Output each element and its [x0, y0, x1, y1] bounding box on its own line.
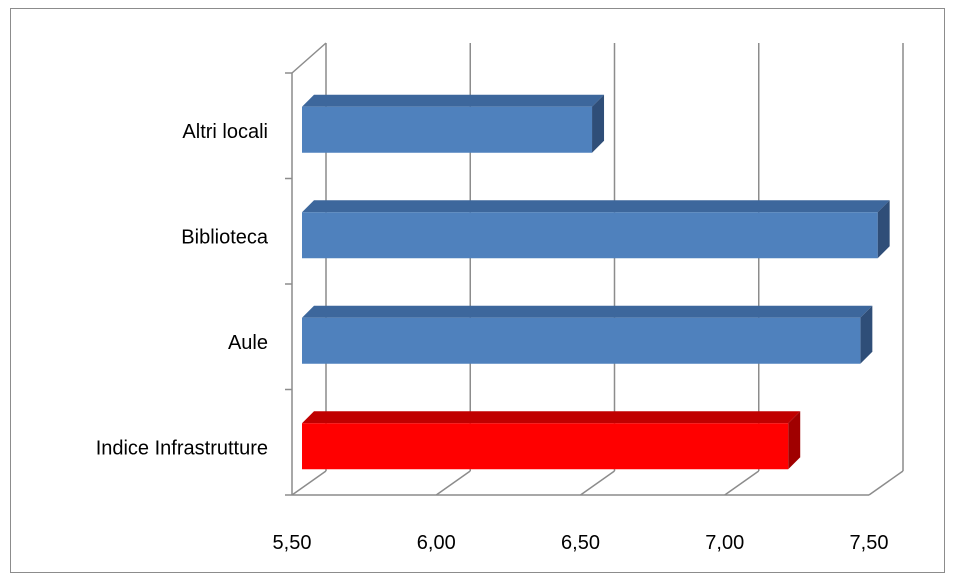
- x-tick-label-4: 7,50: [850, 532, 889, 554]
- category-label-indice-infrastrutture: Indice Infrastrutture: [96, 437, 268, 459]
- category-label-biblioteca: Biblioteca: [181, 226, 269, 248]
- bar-top-altri-locali: [302, 94, 605, 107]
- floor-line-2: [580, 470, 615, 496]
- x-tick-label-1: 6,00: [417, 532, 456, 554]
- bar-side-aule: [860, 305, 873, 364]
- x-tick-label-3: 7,00: [705, 532, 744, 554]
- y-axis-depth-line: [291, 42, 327, 74]
- bar-top-indice-infrastrutture: [302, 411, 801, 424]
- labels: 5,50 6,00 6,50 7,00 7,50 Indice Infrastruttur…: [96, 121, 889, 554]
- bar-top-biblioteca: [302, 200, 890, 213]
- bar-side-indice-infrastrutture: [788, 411, 801, 470]
- bar-biblioteca: [302, 212, 878, 259]
- bar-side-biblioteca: [877, 200, 890, 259]
- bar-indice-infrastrutture: [302, 423, 789, 470]
- bar-altri-locali: [302, 106, 593, 153]
- floor-line-1: [435, 470, 471, 496]
- floor-line-0: [291, 470, 327, 496]
- bars: [302, 94, 890, 470]
- category-label-aule: Aule: [228, 332, 268, 354]
- bar-side-altri-locali: [592, 94, 605, 153]
- bar-top-aule: [302, 305, 873, 318]
- floor-line-3: [724, 470, 760, 496]
- category-label-altri-locali: Altri locali: [182, 121, 268, 143]
- x-tick-label-2: 6,50: [561, 532, 600, 554]
- axes: [285, 42, 869, 496]
- floor-line-4: [868, 470, 904, 496]
- x-tick-label-0: 5,50: [273, 532, 312, 554]
- bar-aule: [302, 317, 861, 364]
